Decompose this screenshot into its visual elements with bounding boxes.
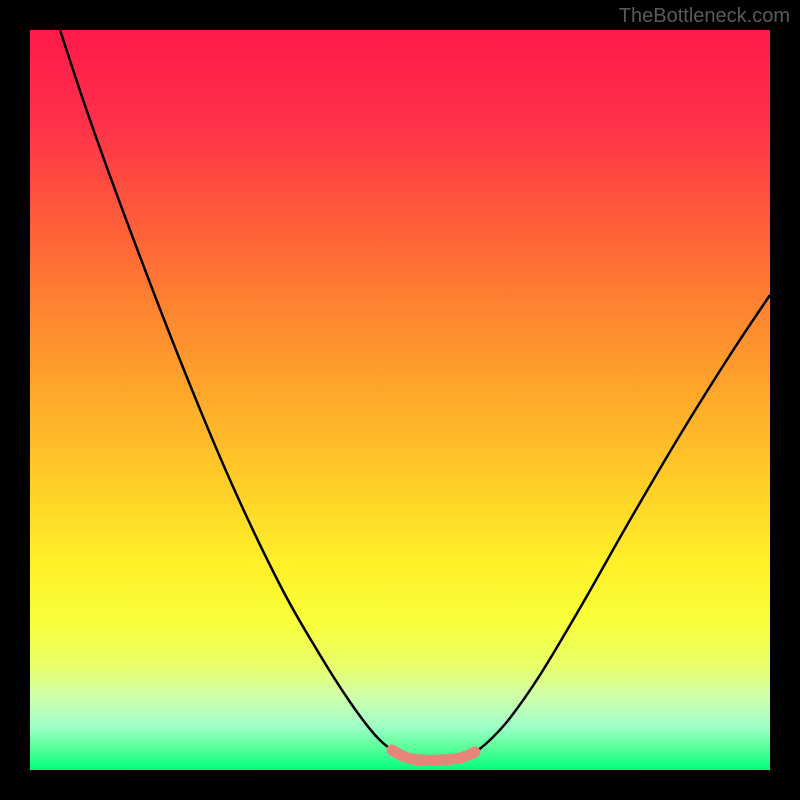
chart-svg — [30, 30, 770, 770]
watermark-text: TheBottleneck.com — [619, 5, 790, 28]
gradient-background — [30, 30, 770, 770]
chart-area — [30, 30, 770, 770]
